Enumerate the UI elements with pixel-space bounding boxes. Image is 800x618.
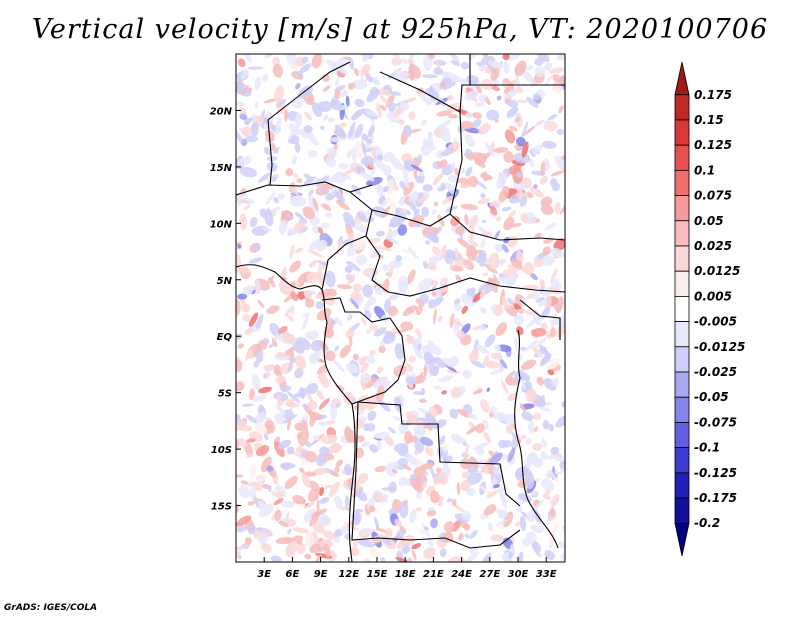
lon-tick-label: 27E — [479, 569, 500, 580]
colorbar-label: 0.025 — [694, 239, 732, 253]
colorbar-bin — [674, 472, 690, 499]
colorbar-label: -0.2 — [694, 516, 720, 530]
colorbar-label: 0.1 — [694, 163, 715, 177]
colorbar-bin — [674, 346, 690, 373]
colorbar-label: -0.025 — [694, 365, 737, 379]
colorbar-bin — [674, 94, 690, 121]
credit-label: GrADS: IGES/COLA — [4, 603, 98, 613]
map-title: Vertical velocity [m/s] at 925hPa, VT: 2… — [31, 14, 769, 45]
lon-tick-label: 9E — [314, 569, 328, 580]
colorbar-label: 0.125 — [694, 138, 732, 152]
colorbar-bottom-triangle — [674, 522, 690, 557]
colorbar-bin — [674, 422, 690, 449]
colorbar-label: -0.1 — [694, 441, 720, 455]
colorbar: 0.175 0.15 0.125 0.1 0.075 0.05 0.025 0.0125 0.0… — [674, 61, 745, 557]
lat-tick-label: EQ — [217, 332, 233, 343]
colorbar-label: 0.0125 — [694, 264, 740, 278]
colorbar-bin — [674, 497, 690, 524]
colorbar-label: 0.075 — [694, 189, 732, 203]
lon-tick-label: 24E — [451, 569, 472, 580]
colorbar-bin — [674, 270, 690, 297]
colorbar-label: 0.15 — [694, 113, 724, 127]
lon-tick-label: 6E — [286, 569, 300, 580]
colorbar-bin — [674, 119, 690, 146]
colorbar-bin — [674, 195, 690, 222]
colorbar-top-triangle — [674, 61, 690, 96]
colorbar-bin — [674, 245, 690, 272]
lon-tick-label: 30E — [508, 569, 529, 580]
country-borders — [236, 54, 565, 562]
colorbar-bin — [674, 396, 690, 423]
map-frame — [235, 53, 566, 563]
colorbar-bin — [674, 144, 690, 171]
colorbar-bin — [674, 371, 690, 398]
colorbar-bin — [674, 295, 690, 323]
lat-tick-label: 10N — [210, 219, 233, 230]
colorbar-label: -0.005 — [694, 315, 737, 329]
lat-tick-label: 5N — [217, 276, 233, 287]
colorbar-bin — [674, 447, 690, 474]
lon-tick-label: 33E — [536, 569, 557, 580]
lat-tick-label: 5S — [218, 389, 232, 400]
colorbar-label: -0.125 — [694, 466, 737, 480]
colorbar-bin — [674, 220, 690, 247]
lon-tick-label: 12E — [338, 569, 359, 580]
colorbar-label: -0.075 — [694, 415, 737, 429]
colorbar-label: 0.05 — [694, 214, 724, 228]
colorbar-label: -0.0125 — [694, 340, 745, 354]
lon-tick-label: 21E — [423, 569, 444, 580]
lat-tick-label: 10S — [211, 445, 232, 456]
lon-tick-label: 3E — [257, 569, 271, 580]
latitude-ticks: 20N 15N 10N 5N EQ 5S 10S 15S — [210, 106, 241, 513]
lat-tick-label: 15S — [211, 502, 232, 513]
velocity-field — [236, 54, 565, 562]
lat-tick-label: 20N — [210, 106, 233, 117]
lat-tick-label: 15N — [210, 163, 233, 174]
lon-tick-label: 15E — [367, 569, 388, 580]
colorbar-label: 0.005 — [694, 289, 732, 303]
colorbar-label: -0.05 — [694, 390, 729, 404]
lon-tick-label: 18E — [395, 569, 416, 580]
colorbar-bin — [674, 169, 690, 196]
colorbar-bin — [674, 321, 690, 348]
longitude-ticks: 3E 6E 9E 12E 15E 18E 21E 24E 27E 30E 33E — [257, 557, 557, 580]
colorbar-label: -0.175 — [694, 491, 737, 505]
colorbar-label: 0.175 — [694, 88, 732, 102]
